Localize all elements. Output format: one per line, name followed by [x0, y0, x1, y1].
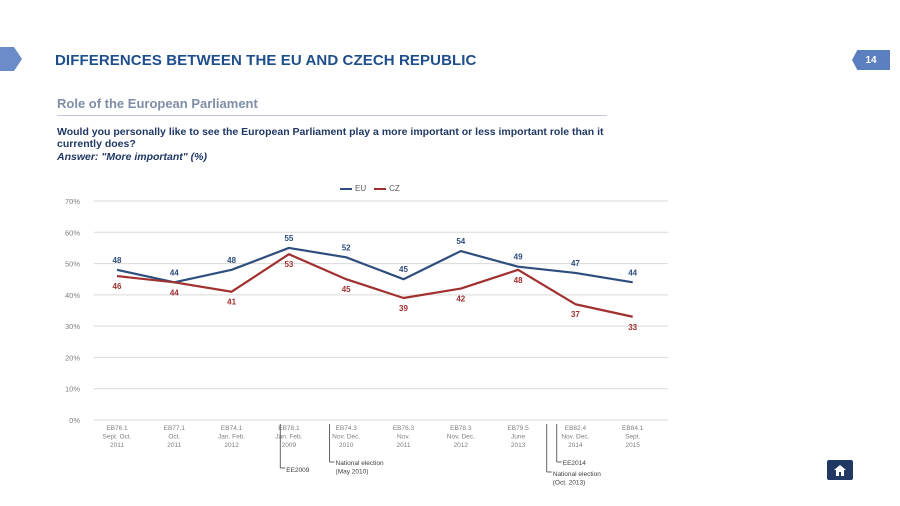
x-tick-label-4-0: EB74.3	[336, 425, 358, 432]
legend-label-cz: CZ	[389, 184, 400, 193]
data-label-eu-7: 49	[514, 253, 523, 262]
x-tick-label-9-1: Sept.	[625, 434, 640, 441]
x-tick-label-3-0: EB78.1	[278, 425, 300, 432]
x-tick-label-6-1: Nov. Dec.	[447, 434, 475, 441]
x-tick-label-7-1: June	[511, 434, 525, 441]
x-tick-label-9-0: EB84.1	[622, 425, 644, 432]
data-label-eu-3: 55	[284, 234, 293, 243]
data-label-cz-8: 37	[571, 310, 580, 319]
legend-swatch-eu	[340, 187, 352, 190]
section-subtitle: Role of the European Parliament	[57, 96, 258, 111]
legend-item-cz: CZ	[374, 184, 400, 193]
data-label-cz-0: 46	[113, 282, 122, 291]
annotation-label-1-1: (May 2010)	[336, 469, 369, 476]
page-number-badge: 14	[852, 50, 890, 70]
x-tick-label-5-1: Nov.	[397, 434, 410, 441]
data-label-cz-2: 41	[227, 298, 236, 307]
data-label-eu-5: 45	[399, 265, 408, 274]
y-tick-label-4: 40%	[65, 291, 80, 300]
x-tick-label-7-0: EB79.5	[507, 425, 529, 432]
survey-answer-label: Answer: "More important" (%)	[57, 151, 207, 163]
annotation-label-3-1: (Oct. 2013)	[553, 480, 586, 487]
x-tick-label-3-1: Jan. Feb.	[275, 434, 302, 441]
survey-question: Would you personally like to see the Eur…	[57, 126, 604, 150]
data-label-eu-6: 54	[456, 237, 465, 246]
data-label-eu-1: 44	[170, 268, 179, 277]
x-tick-label-6-2: 2012	[454, 442, 469, 449]
x-tick-label-9-2: 2015	[625, 442, 640, 449]
x-tick-label-3-2: 2009	[282, 442, 297, 449]
x-tick-label-2-0: EB74.1	[221, 425, 243, 432]
data-label-cz-4: 45	[342, 285, 351, 294]
x-tick-label-0-1: Sept. Oct.	[103, 434, 132, 441]
x-tick-label-1-1: Oct.	[168, 434, 180, 441]
x-tick-label-5-0: EB76.3	[393, 425, 415, 432]
x-tick-label-6-0: EB78.3	[450, 425, 472, 432]
y-tick-label-3: 30%	[65, 322, 80, 331]
data-label-cz-7: 48	[514, 276, 523, 285]
data-label-eu-4: 52	[342, 243, 351, 252]
x-tick-label-8-2: 2014	[568, 442, 583, 449]
home-icon	[834, 464, 846, 476]
data-label-cz-3: 53	[284, 260, 293, 269]
annotation-label-1-0: National election	[336, 460, 384, 467]
data-label-cz-1: 44	[170, 288, 179, 297]
legend-label-eu: EU	[355, 184, 367, 193]
page-title: DIFFERENCES BETWEEN THE EU AND CZECH REP…	[55, 52, 477, 69]
x-tick-label-4-1: Nov. Dec.	[332, 434, 360, 441]
x-tick-label-4-2: 2010	[339, 442, 354, 449]
left-tab-shape	[0, 47, 22, 71]
annotation-label-0-0: EE2009	[286, 467, 310, 474]
series-line-eu	[116, 246, 633, 284]
x-tick-label-0-2: 2011	[110, 442, 124, 449]
data-label-eu-9: 44	[628, 268, 637, 277]
x-tick-label-7-2: 2013	[511, 442, 526, 449]
data-label-eu-2: 48	[227, 256, 236, 265]
series-line-cz	[116, 253, 633, 318]
data-label-eu-0: 48	[113, 256, 122, 265]
x-tick-label-5-2: 2011	[397, 442, 411, 449]
y-tick-label-0: 0%	[69, 416, 80, 425]
y-tick-label-6: 60%	[65, 228, 80, 237]
x-tick-label-2-1: Jan. Feb.	[218, 434, 245, 441]
data-label-cz-5: 39	[399, 304, 408, 313]
annotation-label-3-0: National election	[553, 471, 601, 478]
y-tick-label-2: 20%	[65, 353, 80, 362]
x-tick-label-8-1: Nov. Dec.	[561, 434, 589, 441]
chart-legend: EU CZ	[340, 184, 400, 193]
y-tick-label-5: 50%	[65, 260, 80, 269]
subtitle-divider	[57, 115, 607, 116]
data-label-eu-8: 47	[571, 259, 580, 268]
x-tick-label-8-0: EB82.4	[565, 425, 587, 432]
x-tick-label-1-0: EB77.1	[164, 425, 186, 432]
annotation-label-2-0: EE2014	[563, 460, 587, 467]
legend-item-eu: EU	[340, 184, 366, 193]
legend-swatch-cz	[374, 187, 387, 190]
home-button[interactable]	[827, 460, 853, 480]
data-label-cz-6: 42	[456, 295, 465, 304]
x-tick-label-1-2: 2011	[167, 442, 181, 449]
data-label-cz-9: 33	[628, 323, 637, 332]
y-tick-label-1: 10%	[65, 385, 80, 394]
x-tick-label-0-0: EB76.1	[106, 425, 128, 432]
x-tick-label-2-2: 2012	[224, 442, 239, 449]
y-tick-label-7: 70%	[65, 197, 80, 206]
